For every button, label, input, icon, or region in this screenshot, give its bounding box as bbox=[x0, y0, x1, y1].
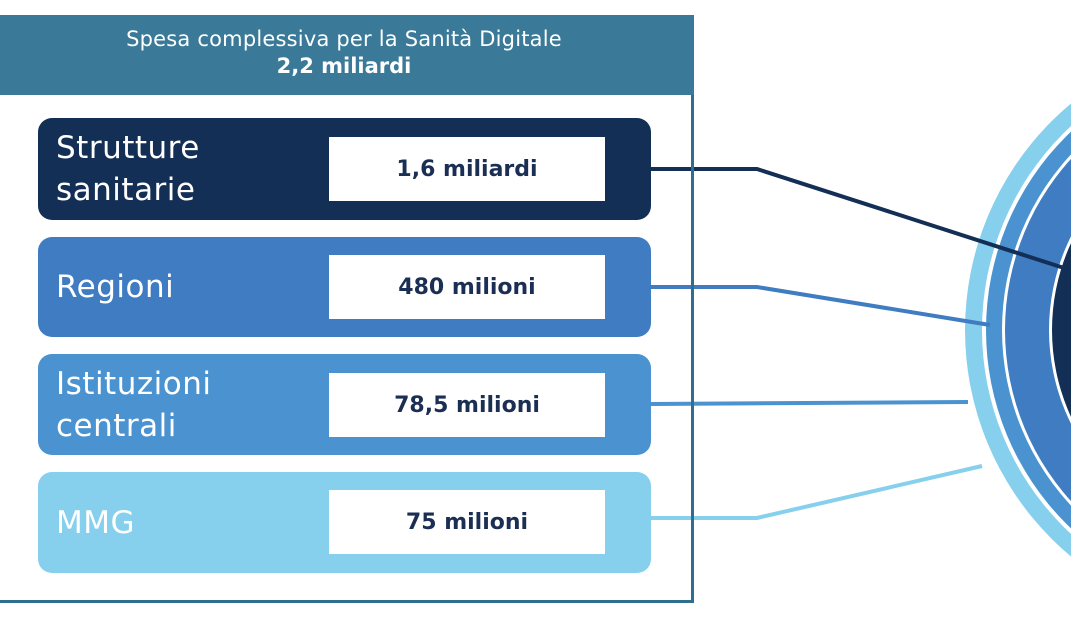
row-label-line2: centrali bbox=[56, 407, 177, 444]
row-label: MMG bbox=[56, 472, 326, 573]
row-value: 480 milioni bbox=[329, 255, 605, 319]
row-label: Strutture sanitarie bbox=[56, 118, 326, 220]
row-label-line1: Strutture bbox=[56, 130, 200, 166]
header-title: Spesa complessiva per la Sanità Digitale bbox=[126, 27, 562, 51]
row-regioni: Regioni 480 milioni bbox=[38, 237, 651, 337]
connector-strutture bbox=[651, 167, 1065, 270]
row-label: Regioni bbox=[56, 237, 326, 337]
row-value: 78,5 milioni bbox=[329, 373, 605, 437]
row-istituzioni-centrali: Istituzioni centrali 78,5 milioni bbox=[38, 354, 651, 455]
connector-lines bbox=[650, 167, 1065, 520]
connector-mmg bbox=[651, 464, 983, 520]
ring-strutture bbox=[1052, 243, 1071, 417]
row-label-line1: Istituzioni bbox=[56, 365, 212, 402]
row-strutture-sanitarie: Strutture sanitarie 1,6 miliardi bbox=[38, 118, 651, 220]
row-label-line2: sanitarie bbox=[56, 172, 196, 208]
concentric-circles bbox=[965, 103, 1071, 557]
ring-regioni bbox=[1005, 158, 1071, 502]
row-value: 1,6 miliardi bbox=[329, 137, 605, 201]
connector-regioni bbox=[651, 285, 991, 327]
summary-header: Spesa complessiva per la Sanità Digitale… bbox=[0, 15, 694, 95]
row-mmg: MMG 75 milioni bbox=[38, 472, 651, 573]
row-value: 75 milioni bbox=[329, 490, 605, 554]
connector-istituzioni bbox=[650, 400, 969, 406]
row-label-line1: Regioni bbox=[56, 269, 175, 305]
row-label: Istituzioni centrali bbox=[56, 354, 326, 455]
header-total: 2,2 miliardi bbox=[276, 54, 412, 78]
row-label-line1: MMG bbox=[56, 504, 136, 541]
